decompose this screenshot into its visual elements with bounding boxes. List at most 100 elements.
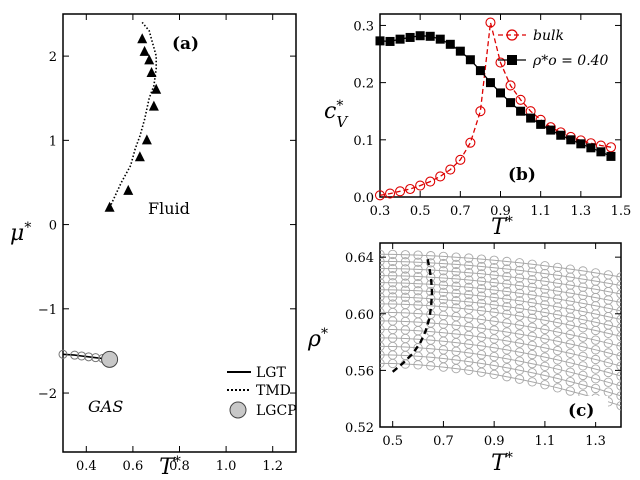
lgt-point bbox=[70, 350, 80, 360]
confined-point bbox=[596, 147, 606, 157]
tmd-triangle bbox=[134, 151, 145, 162]
isochore-point bbox=[400, 278, 411, 288]
confined-point bbox=[536, 119, 546, 129]
isochore-point bbox=[552, 310, 563, 320]
isochore-point bbox=[388, 292, 398, 302]
isochore-point bbox=[552, 302, 563, 312]
isochore-point bbox=[400, 292, 411, 302]
isochore-line bbox=[380, 320, 621, 357]
isochore-point bbox=[476, 269, 487, 279]
panel-c-label-bg bbox=[564, 396, 608, 422]
panel-a-xtick-label: 0.8 bbox=[169, 459, 190, 474]
isochore-point bbox=[413, 257, 423, 267]
isochore-point bbox=[565, 358, 575, 368]
isochore-point bbox=[552, 294, 563, 304]
isochore-point bbox=[502, 264, 512, 274]
isochore-point bbox=[489, 325, 499, 335]
isochore-point bbox=[451, 274, 461, 284]
panel-c-ytick-label: 0.64 bbox=[345, 251, 374, 266]
isochore-point bbox=[502, 336, 512, 346]
isochore-point bbox=[489, 307, 499, 317]
isochore-point bbox=[514, 296, 525, 306]
confined-point bbox=[506, 98, 516, 108]
isochore-point bbox=[540, 300, 550, 310]
isochore-point bbox=[527, 313, 537, 323]
panel-b-xlabel: T* bbox=[491, 214, 513, 240]
confined-point bbox=[445, 39, 455, 49]
isochore-point bbox=[540, 343, 550, 353]
bulk-point bbox=[605, 142, 617, 153]
legend-tmd-label: TMD bbox=[256, 383, 291, 399]
isochore-point bbox=[388, 271, 398, 281]
isochore-point bbox=[464, 282, 474, 292]
isochore-line bbox=[380, 362, 621, 407]
panel-a: 0.4 0.6 0.8 1.0 1.2 −2 −1 0 1 2 (a) Fluid GAS LGT… bbox=[10, 13, 297, 480]
isochore-point bbox=[489, 300, 499, 310]
confined-point bbox=[455, 46, 465, 56]
isochore-point bbox=[590, 364, 601, 374]
panel-c-xtick-label: 0.9 bbox=[484, 434, 505, 449]
isochore-point bbox=[489, 351, 499, 362]
isochore-point bbox=[502, 318, 512, 328]
isochore-point bbox=[438, 266, 449, 276]
isochore-point bbox=[540, 324, 550, 335]
tmd-triangle bbox=[104, 201, 115, 212]
legend-confined-label: ρ*o = 0.40 bbox=[532, 53, 609, 69]
confined-point bbox=[566, 135, 576, 145]
panel-b-xtick-label: 1.5 bbox=[611, 204, 632, 219]
isochore-point bbox=[438, 362, 449, 372]
confined-point bbox=[556, 130, 566, 140]
isochore-point bbox=[552, 262, 563, 273]
isochore-line bbox=[380, 345, 621, 387]
isochore-line bbox=[380, 282, 621, 312]
isochore-point bbox=[464, 297, 474, 307]
panel-b-legend: bulk ρ*o = 0.40 bbox=[498, 28, 609, 69]
isochore-point bbox=[489, 255, 499, 265]
bulk-point bbox=[485, 17, 496, 28]
panel-a-ytick-label: 2 bbox=[49, 50, 57, 65]
panel-a-xtick-label: 1.0 bbox=[216, 459, 237, 474]
tmd-triangle bbox=[141, 134, 152, 145]
isochore-point bbox=[616, 381, 621, 391]
isochore-point bbox=[438, 273, 449, 283]
isochore-point bbox=[438, 280, 449, 290]
isochore-point bbox=[380, 324, 385, 334]
isochore-point bbox=[514, 288, 525, 298]
isochore-point bbox=[502, 279, 512, 289]
isochore-point bbox=[489, 369, 499, 380]
isochore-point bbox=[489, 292, 499, 303]
confined-point bbox=[385, 36, 395, 46]
isochore-point bbox=[552, 345, 563, 356]
isochore-point bbox=[489, 270, 499, 280]
tmd-line bbox=[108, 21, 157, 209]
tmd-triangle bbox=[151, 83, 162, 94]
panel-b-confined-series bbox=[375, 31, 616, 161]
isochore-point bbox=[590, 335, 601, 345]
panel-c-ytick-label: 0.60 bbox=[345, 308, 374, 323]
panel-a-ytick-label: −1 bbox=[38, 303, 57, 318]
isochore-point bbox=[552, 270, 563, 280]
isochore-point bbox=[540, 315, 550, 325]
isochore-point bbox=[426, 286, 436, 297]
panel-c-ytick-label: 0.52 bbox=[345, 421, 374, 436]
confined-point bbox=[526, 113, 536, 123]
panel-a-tmd-series bbox=[104, 21, 162, 212]
isochore-point bbox=[451, 363, 461, 374]
panel-b-ytick-label: 0.3 bbox=[353, 19, 374, 34]
panel-a-xlabel: T* bbox=[159, 454, 181, 480]
confined-point bbox=[435, 34, 445, 44]
bulk-point bbox=[515, 94, 526, 105]
bulk-point bbox=[475, 106, 486, 117]
bulk-point bbox=[374, 190, 386, 201]
confined-point bbox=[425, 31, 435, 41]
isochore-point bbox=[413, 264, 423, 275]
isochore-line bbox=[380, 311, 621, 347]
isochore-point bbox=[616, 331, 621, 342]
confined-point bbox=[496, 88, 505, 98]
panel-c: 0.5 0.7 0.9 1.1 1.3 0.52 0.56 0.60 0.64 (c) T* ρ… bbox=[307, 242, 622, 476]
panel-a-lgcp-point bbox=[101, 350, 119, 368]
isochore-point bbox=[426, 251, 436, 261]
isochore-point bbox=[514, 374, 525, 384]
isochore-point bbox=[565, 339, 575, 349]
panel-c-label: (c) bbox=[568, 401, 594, 421]
